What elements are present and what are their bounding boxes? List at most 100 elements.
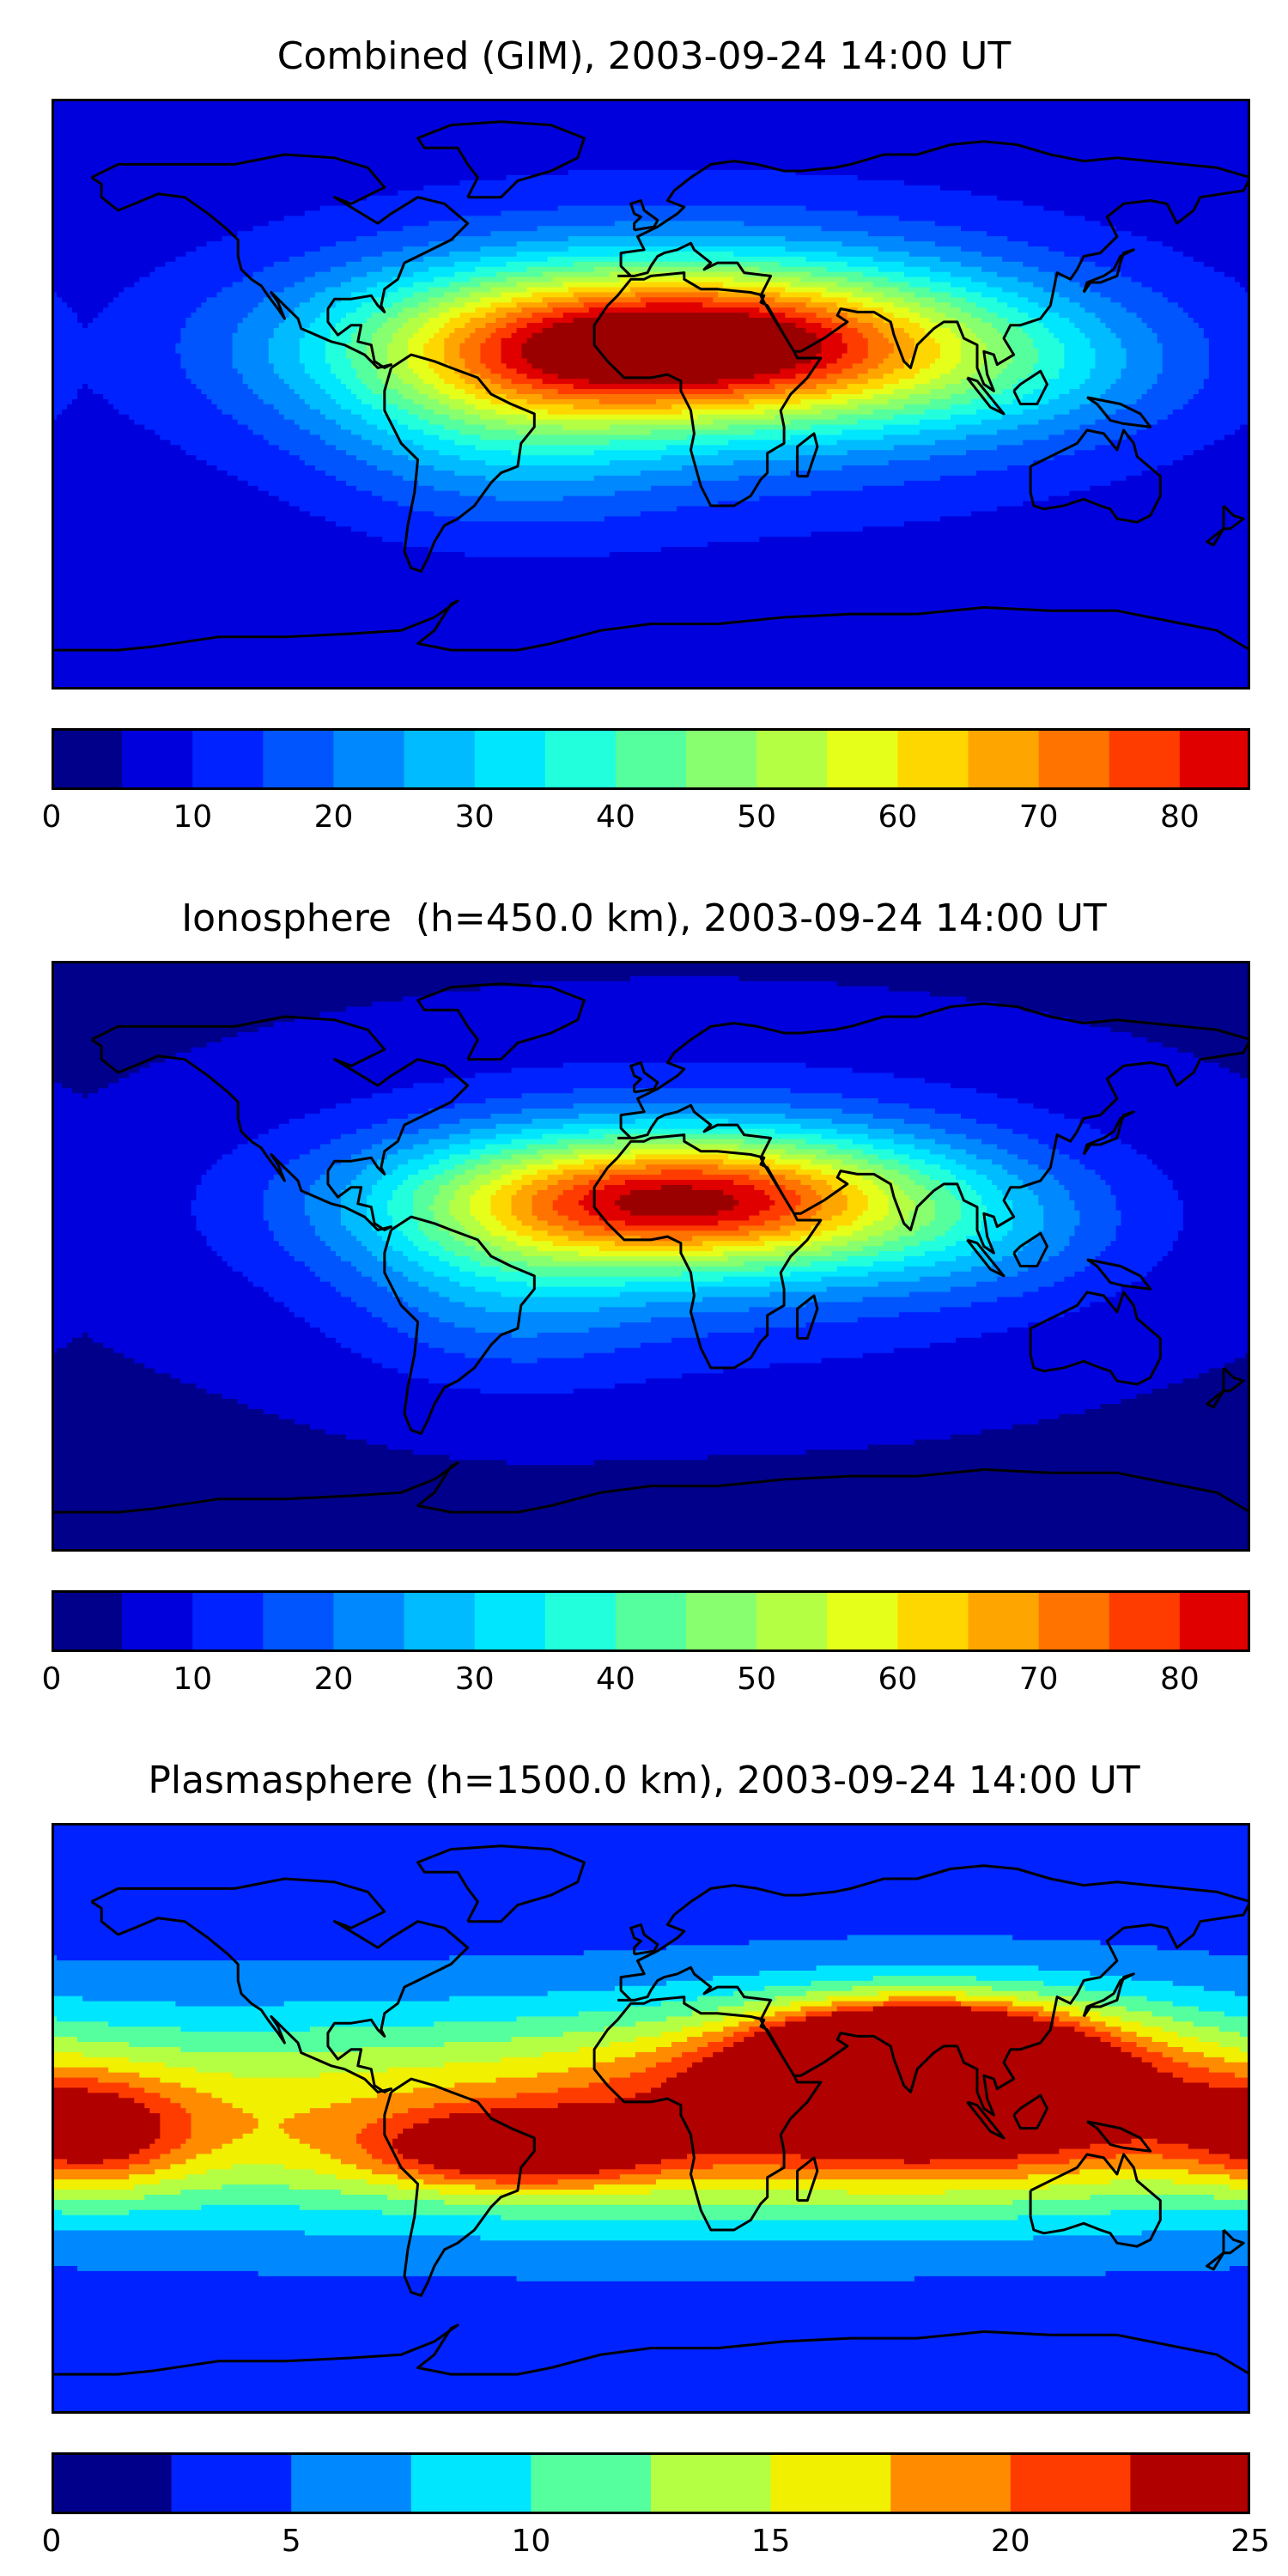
colorbar-swatch	[890, 2452, 1012, 2514]
tec-field	[52, 99, 1250, 690]
coastline-australia	[1029, 428, 1162, 524]
coastline-antarctica	[52, 599, 1250, 671]
coastline-new-guinea	[1086, 396, 1152, 428]
colorbar-tick-label: 10	[173, 799, 213, 835]
colorbar-frame	[52, 1590, 1250, 1652]
coastline-australia	[1029, 2153, 1162, 2248]
coastlines	[52, 982, 1250, 1533]
colorbar-plasmasphere	[52, 2452, 1250, 2514]
coastline-antarctica	[52, 2324, 1250, 2395]
colorbar-tick-label: 0	[41, 799, 62, 835]
coastline-south-america	[383, 1215, 536, 1435]
coastline-north-america	[90, 153, 470, 369]
colorbar-tick-label: 40	[596, 799, 635, 835]
tec-field	[52, 1823, 1250, 2414]
tec-field	[52, 961, 1250, 1552]
colorbar-tick-label: 60	[878, 1662, 918, 1697]
colorbar-swatch	[827, 728, 898, 790]
colorbar-swatch	[756, 1590, 828, 1652]
colorbar-swatch	[1109, 728, 1181, 790]
coastline-madagascar	[796, 2156, 819, 2202]
coastline-eurasia-africa	[592, 140, 1250, 507]
coastline-eurasia-africa	[592, 1864, 1250, 2232]
colorbar-swatch	[1109, 1590, 1181, 1652]
colorbar-tick-label: 5	[281, 2524, 301, 2559]
map-frame	[52, 961, 1250, 1552]
colorbar-tick-label: 70	[1018, 799, 1059, 835]
coastline-south-america	[383, 2077, 536, 2297]
colorbar-frame	[52, 728, 1250, 790]
colorbar-swatch	[171, 2452, 292, 2514]
coastline-australia	[1029, 1291, 1162, 1386]
map-combined	[52, 99, 1250, 690]
colorbar-swatch	[1179, 1590, 1250, 1652]
colorbar-frame	[52, 2452, 1250, 2514]
colorbar-tick-label: 0	[41, 2524, 62, 2559]
colorbar-tick-label: 20	[313, 1662, 354, 1697]
colorbar-swatch	[1130, 2452, 1250, 2514]
colorbar-tick-label: 20	[990, 2524, 1030, 2559]
coastline-indonesia-sumatra	[966, 376, 1005, 416]
colorbar-swatch	[192, 728, 264, 790]
colorbar-tick-label: 50	[737, 799, 777, 835]
colorbar-swatch	[756, 728, 828, 790]
colorbar-swatch	[404, 1590, 476, 1652]
coastline-madagascar	[796, 432, 819, 478]
coastline-madagascar	[796, 1294, 819, 1340]
colorbar-tick-label: 80	[1159, 1662, 1200, 1697]
colorbar-swatch	[291, 2452, 412, 2514]
colorbar-tick-label: 80	[1159, 799, 1200, 835]
coastline-north-america	[90, 1015, 470, 1231]
colorbar-tick-label: 60	[878, 799, 918, 835]
coastline-indonesia-sumatra	[966, 1238, 1005, 1278]
colorbar-swatch	[52, 2452, 173, 2514]
colorbar-swatch	[333, 1590, 405, 1652]
colorbar-combined	[52, 728, 1250, 790]
coastline-indonesia-sumatra	[966, 2100, 1005, 2140]
colorbar-tick-label: 50	[737, 1662, 777, 1697]
coastline-uk	[629, 1923, 659, 1956]
colorbar-swatch	[1038, 1590, 1110, 1652]
coastline-borneo	[1012, 1231, 1048, 1267]
coastline-uk	[629, 199, 659, 232]
colorbar-swatch	[1010, 2452, 1131, 2514]
coastline-borneo	[1012, 2093, 1048, 2129]
colorbar-tick-label: 10	[511, 2524, 551, 2559]
coastline-japan	[1082, 1110, 1135, 1156]
map-frame	[52, 99, 1250, 690]
colorbar-tick-label: 20	[313, 799, 354, 835]
coastline-south-america	[383, 353, 536, 573]
colorbar-swatch	[968, 728, 1040, 790]
coastline-new-zealand	[1206, 504, 1245, 547]
coastlines	[52, 1844, 1250, 2395]
colorbar-swatch	[1179, 728, 1250, 790]
coastline-greenland	[416, 982, 586, 1061]
coastline-greenland	[416, 1844, 586, 1923]
colorbar-swatch	[651, 2452, 772, 2514]
colorbar-swatch	[827, 1590, 898, 1652]
coastline-new-guinea	[1086, 1258, 1152, 1291]
colorbar-swatch	[897, 728, 969, 790]
coastline-new-guinea	[1086, 2120, 1152, 2153]
colorbar-tick-label: 70	[1018, 1662, 1059, 1697]
colorbar-swatch	[544, 1590, 617, 1652]
colorbar-swatch	[410, 2452, 532, 2514]
colorbar-swatch	[770, 2452, 891, 2514]
colorbar-swatch	[333, 728, 405, 790]
colorbar-tick-label: 10	[173, 1662, 213, 1697]
coastline-borneo	[1012, 369, 1048, 405]
coastline-greenland	[416, 120, 586, 199]
coastline-japan	[1082, 1972, 1135, 2018]
colorbar-swatch	[474, 728, 546, 790]
colorbar-swatch	[615, 1590, 687, 1652]
colorbar-swatch	[192, 1590, 264, 1652]
panel-title-combined: Combined (GIM), 2003-09-24 14:00 UT	[276, 34, 1012, 78]
coastline-japan	[1082, 248, 1135, 294]
coastline-new-zealand	[1206, 1366, 1245, 1409]
colorbar-swatch	[615, 728, 687, 790]
colorbar-tick-label: 0	[41, 1662, 62, 1697]
colorbar-swatch	[52, 728, 123, 790]
colorbar-swatch	[404, 728, 476, 790]
colorbar-swatch	[263, 728, 334, 790]
colorbar-ionosphere	[52, 1590, 1250, 1652]
